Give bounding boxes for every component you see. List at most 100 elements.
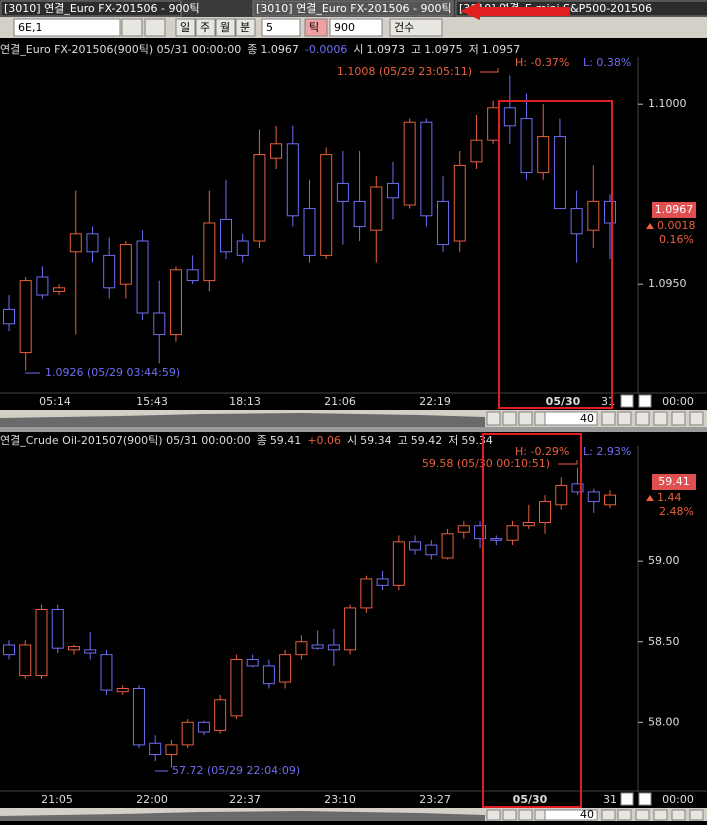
candle-body <box>487 107 500 141</box>
tool-button[interactable] <box>689 809 704 821</box>
minutes-input-label: 5 <box>266 21 273 34</box>
header-low-label: 저 <box>448 434 458 447</box>
period-button-label: 월 <box>220 21 230 34</box>
count-button[interactable] <box>389 18 443 37</box>
period-button[interactable] <box>215 18 236 37</box>
scroll-button[interactable] <box>518 809 533 821</box>
search-button[interactable] <box>121 18 143 37</box>
tool-button[interactable] <box>653 809 668 821</box>
candle-body <box>153 312 166 336</box>
search-icon[interactable] <box>638 394 652 408</box>
header-low: 1.0957 <box>482 43 521 56</box>
tool-button[interactable] <box>671 809 686 821</box>
splitter <box>0 427 707 432</box>
header-high: 59.42 <box>411 434 443 447</box>
header-title: 연결_Crude Oil-201507(900틱) 05/31 00:00:00 <box>0 434 251 447</box>
candle-body <box>53 287 66 292</box>
period-button[interactable] <box>175 18 196 37</box>
period-button[interactable] <box>195 18 216 37</box>
period-button[interactable] <box>235 18 256 37</box>
highlight-box <box>498 100 613 409</box>
up-triangle <box>646 223 654 229</box>
candle-body <box>36 276 49 296</box>
header-high-label: 고 <box>398 434 408 447</box>
period-button-label: 분 <box>240 21 250 34</box>
candle-body <box>376 578 389 586</box>
scroll-button[interactable] <box>502 411 517 426</box>
tab[interactable] <box>252 0 454 17</box>
candle-body <box>295 641 308 656</box>
candle-body <box>246 658 259 667</box>
tool-button[interactable] <box>689 411 704 426</box>
candle-body <box>19 644 32 677</box>
tab-label: [3010] 연결_Euro FX-201506 - 900틱 <box>256 2 452 15</box>
time-label: 22:19 <box>419 395 451 408</box>
candle-body <box>279 654 292 683</box>
candle-body <box>136 240 149 314</box>
minutes-input[interactable] <box>261 18 301 37</box>
candle-body <box>537 136 550 174</box>
candle-body <box>336 182 349 202</box>
symbol-input[interactable] <box>13 18 121 37</box>
low-note: 1.0926 (05/29 03:44:59) <box>45 366 180 379</box>
tool-button[interactable] <box>601 411 616 426</box>
time-label: 05/30 <box>546 395 581 408</box>
clear-button[interactable] <box>144 18 166 37</box>
tool-button[interactable] <box>601 809 616 821</box>
high-note: 1.1008 (05/29 23:05:11) <box>337 65 472 78</box>
candle-body <box>520 118 533 174</box>
header-close: 59.41 <box>270 434 302 447</box>
header-low-label: 저 <box>469 43 479 56</box>
tool-button[interactable] <box>617 411 632 426</box>
chart-header: 연결_Crude Oil-201507(900틱) 05/31 00:00:00… <box>0 434 493 447</box>
tab[interactable] <box>0 0 182 17</box>
last-price-box <box>652 202 696 218</box>
candle-body <box>311 644 324 649</box>
candle-body <box>181 721 194 746</box>
candle-body <box>119 244 132 285</box>
candle-body <box>453 164 466 242</box>
header-close-label: 종 <box>257 434 267 447</box>
time-label: 15:43 <box>136 395 168 408</box>
header-high-label: 고 <box>411 43 421 56</box>
zoom-icon[interactable] <box>620 792 634 806</box>
tool-button[interactable] <box>635 411 650 426</box>
scroll-button[interactable] <box>486 411 501 426</box>
scroll-button[interactable] <box>486 809 501 821</box>
high-note-line <box>558 460 578 465</box>
ticks-input[interactable] <box>329 18 383 37</box>
candle-body <box>587 491 600 503</box>
candle-body <box>353 200 366 228</box>
tool-button[interactable] <box>617 809 632 821</box>
zoom-input[interactable] <box>544 809 598 821</box>
candle-body <box>197 721 210 733</box>
tool-button[interactable] <box>653 411 668 426</box>
candle-body <box>186 269 199 282</box>
tool-button[interactable] <box>671 411 686 426</box>
time-label: 31 <box>603 793 617 806</box>
candle-body <box>303 208 316 256</box>
zoom-value: 40 <box>580 412 594 425</box>
high-note: 59.58 (05/30 00:10:51) <box>422 457 550 470</box>
up-triangle <box>646 495 654 501</box>
time-label: 22:37 <box>229 793 261 806</box>
price-change-pct: 2.48% <box>659 505 694 518</box>
candle-body <box>441 533 454 559</box>
red-arrow <box>460 2 570 20</box>
candle-body <box>409 541 422 551</box>
tick-button[interactable] <box>304 18 328 37</box>
candle-body <box>490 538 503 541</box>
last-price: 1.0967 <box>655 203 694 216</box>
zoom-input[interactable] <box>544 411 598 426</box>
time-label: 18:13 <box>229 395 261 408</box>
tool-button[interactable] <box>635 809 650 821</box>
search-icon[interactable] <box>638 792 652 806</box>
candle-body <box>132 687 145 746</box>
candle-body <box>35 609 48 677</box>
header-open: 1.0973 <box>366 43 405 56</box>
scroll-button[interactable] <box>502 809 517 821</box>
y-tick-label: 1.1000 <box>648 97 687 110</box>
zoom-icon[interactable] <box>620 394 634 408</box>
candle-body <box>69 233 82 253</box>
scroll-button[interactable] <box>518 411 533 426</box>
